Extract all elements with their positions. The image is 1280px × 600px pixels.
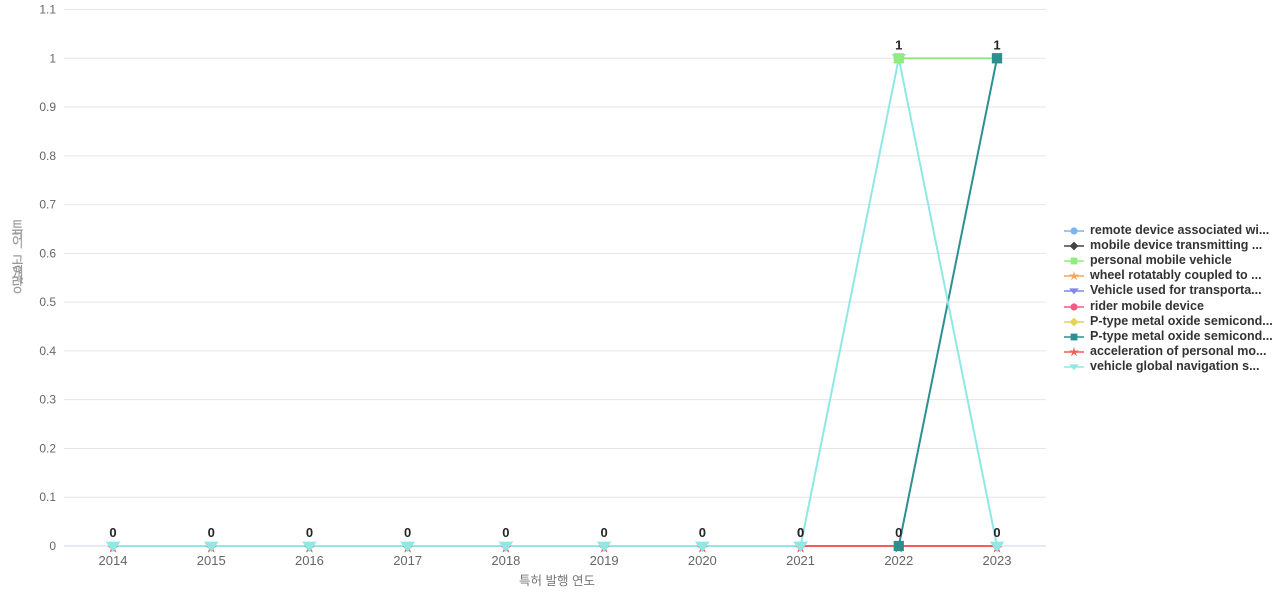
svg-text:0: 0 (797, 525, 804, 540)
svg-text:0.4: 0.4 (39, 344, 56, 358)
svg-text:0: 0 (993, 525, 1000, 540)
svg-text:1.1: 1.1 (39, 3, 56, 17)
svg-text:2016: 2016 (295, 553, 324, 568)
svg-text:0: 0 (306, 525, 313, 540)
svg-text:0.8: 0.8 (39, 149, 56, 163)
svg-text:2021: 2021 (786, 553, 815, 568)
svg-text:0.3: 0.3 (39, 393, 56, 407)
svg-text:2018: 2018 (491, 553, 520, 568)
svg-text:0: 0 (404, 525, 411, 540)
svg-text:1: 1 (49, 51, 56, 65)
svg-text:1: 1 (993, 37, 1000, 52)
svg-text:0.2: 0.2 (39, 441, 56, 455)
svg-text:0.9: 0.9 (39, 100, 56, 114)
svg-text:0: 0 (502, 525, 509, 540)
svg-text:0: 0 (699, 525, 706, 540)
svg-text:2022: 2022 (884, 553, 913, 568)
svg-text:2019: 2019 (590, 553, 619, 568)
svg-text:2014: 2014 (99, 553, 128, 568)
svg-text:2020: 2020 (688, 553, 717, 568)
svg-text:1: 1 (895, 37, 902, 52)
svg-text:0.5: 0.5 (39, 295, 56, 309)
svg-text:2017: 2017 (393, 553, 422, 568)
svg-text:0: 0 (208, 525, 215, 540)
svg-text:0.7: 0.7 (39, 198, 56, 212)
svg-text:0: 0 (600, 525, 607, 540)
svg-text:0.6: 0.6 (39, 246, 56, 260)
svg-text:2015: 2015 (197, 553, 226, 568)
svg-text:0: 0 (109, 525, 116, 540)
svg-text:2023: 2023 (983, 553, 1012, 568)
svg-text:0: 0 (895, 525, 902, 540)
svg-text:0.1: 0.1 (39, 490, 56, 504)
svg-text:0: 0 (49, 539, 56, 553)
